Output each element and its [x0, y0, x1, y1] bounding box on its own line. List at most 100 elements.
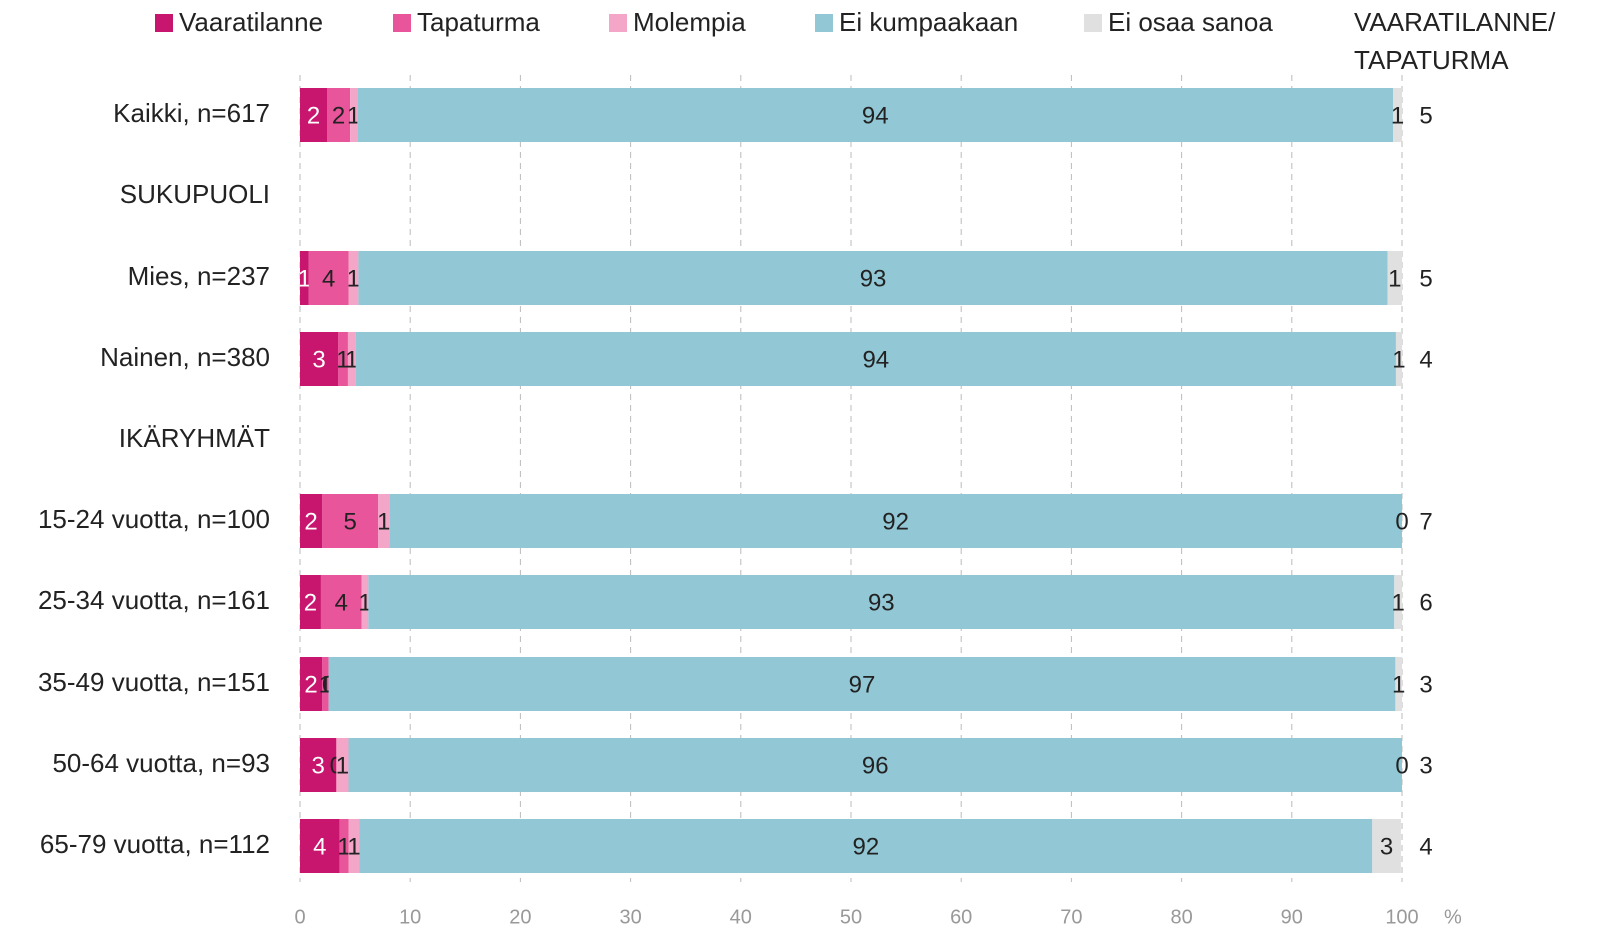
total-label: 6	[1419, 589, 1432, 616]
bar-label: 0	[1395, 508, 1408, 535]
bar-label: 1	[298, 265, 311, 292]
x-unit: %	[1444, 906, 1462, 928]
bar-label: 4	[313, 833, 326, 860]
x-tick-label: 90	[1281, 906, 1303, 928]
x-tick-label: 50	[840, 906, 862, 928]
legend-swatch	[815, 14, 833, 32]
bar-label: 1	[1392, 346, 1405, 373]
bar-label: 93	[860, 265, 887, 292]
bar-segment	[308, 251, 349, 305]
bar-segment	[336, 738, 349, 792]
bar-label: 2	[304, 589, 317, 616]
bar-label: 1	[347, 102, 360, 129]
category-label: 25-34 vuotta, n=161	[38, 585, 270, 615]
bar-segment	[1395, 657, 1402, 711]
bar-label: 96	[862, 752, 889, 779]
bar-segment	[361, 575, 369, 629]
bar-segment	[328, 657, 1396, 711]
category-label: 15-24 vuotta, n=100	[38, 504, 270, 534]
bar-label: 3	[312, 346, 325, 373]
bar-segment	[357, 88, 1394, 142]
x-tick-label: 20	[509, 906, 531, 928]
x-tick-label: 30	[619, 906, 641, 928]
bar-label: 3	[1380, 833, 1393, 860]
category-label: IKÄRYHMÄT	[119, 423, 270, 453]
bar-segment	[347, 332, 356, 386]
bar-label: 2	[304, 671, 317, 698]
x-tick-label: 40	[730, 906, 752, 928]
bar-label: 92	[853, 833, 880, 860]
bar-segment	[320, 575, 362, 629]
bar-label: 4	[322, 265, 335, 292]
bar-segment	[322, 494, 379, 548]
bar-segment	[1387, 251, 1402, 305]
bar-segment	[355, 332, 1396, 386]
bar-label: 1	[345, 346, 358, 373]
bar-label: 1	[1391, 102, 1404, 129]
bar-label: 0	[1395, 752, 1408, 779]
bar-segment	[348, 251, 359, 305]
category-label: Kaikki, n=617	[113, 98, 270, 128]
bar-segment	[300, 332, 339, 386]
legend-swatch	[155, 14, 173, 32]
bar-segment	[300, 88, 327, 142]
legend-label: Vaaratilanne	[179, 7, 323, 37]
total-label: 4	[1419, 346, 1432, 373]
bar-label: 92	[882, 508, 909, 535]
bar-label: 1	[337, 833, 350, 860]
total-label: 5	[1419, 102, 1432, 129]
bar-label: 94	[862, 346, 889, 373]
bar-segment	[300, 575, 321, 629]
legend-label: Tapaturma	[417, 7, 540, 37]
bar-segment	[322, 657, 329, 711]
bar-label: 2	[304, 508, 317, 535]
bar-segment	[378, 494, 390, 548]
bar-segment	[300, 657, 323, 711]
bar-label: 3	[312, 752, 325, 779]
bar-label: 97	[849, 671, 876, 698]
legend-label: Ei kumpaakaan	[839, 7, 1018, 37]
bar-label: 1	[377, 508, 390, 535]
x-tick-label: 0	[294, 906, 305, 928]
bar-segment	[358, 251, 1388, 305]
bar-label: 4	[335, 589, 348, 616]
bar-segment	[339, 819, 349, 873]
x-tick-label: 60	[950, 906, 972, 928]
totals-title: VAARATILANNE/	[1354, 7, 1556, 37]
legend-swatch	[393, 14, 411, 32]
totals-title: TAPATURMA	[1354, 45, 1509, 75]
bar-label: 1	[336, 752, 349, 779]
bar-segment	[338, 332, 348, 386]
bar-segment	[359, 819, 1373, 873]
category-label: 65-79 vuotta, n=112	[40, 829, 270, 859]
category-label: 35-49 vuotta, n=151	[38, 667, 270, 697]
bar-segment	[1395, 332, 1402, 386]
bar-segment	[389, 494, 1403, 548]
bar-label: 93	[868, 589, 895, 616]
category-label: Mies, n=237	[128, 261, 270, 291]
bar-label: 1	[1391, 589, 1404, 616]
x-tick-label: 10	[399, 906, 421, 928]
bar-segment	[300, 819, 340, 873]
bar-label: 94	[862, 102, 889, 129]
bar-label: 1	[336, 346, 349, 373]
bar-segment	[300, 251, 309, 305]
bar-segment	[326, 88, 351, 142]
bar-segment	[300, 494, 323, 548]
category-label: Nainen, n=380	[100, 342, 270, 372]
bar-segment	[1372, 819, 1401, 873]
bar-segment	[368, 575, 1395, 629]
total-label: 7	[1419, 508, 1432, 535]
bar-segment	[1394, 575, 1402, 629]
bar-label: 2	[307, 102, 320, 129]
bar-label: 5	[343, 508, 356, 535]
x-tick-label: 80	[1170, 906, 1192, 928]
category-label: 50-64 vuotta, n=93	[52, 748, 270, 778]
total-label: 3	[1419, 671, 1432, 698]
bar-label: 1	[1388, 265, 1401, 292]
bar-segment	[348, 819, 360, 873]
legend-label: Ei osaa sanoa	[1108, 7, 1273, 37]
bar-label: 1	[347, 265, 360, 292]
x-tick-label: 70	[1060, 906, 1082, 928]
